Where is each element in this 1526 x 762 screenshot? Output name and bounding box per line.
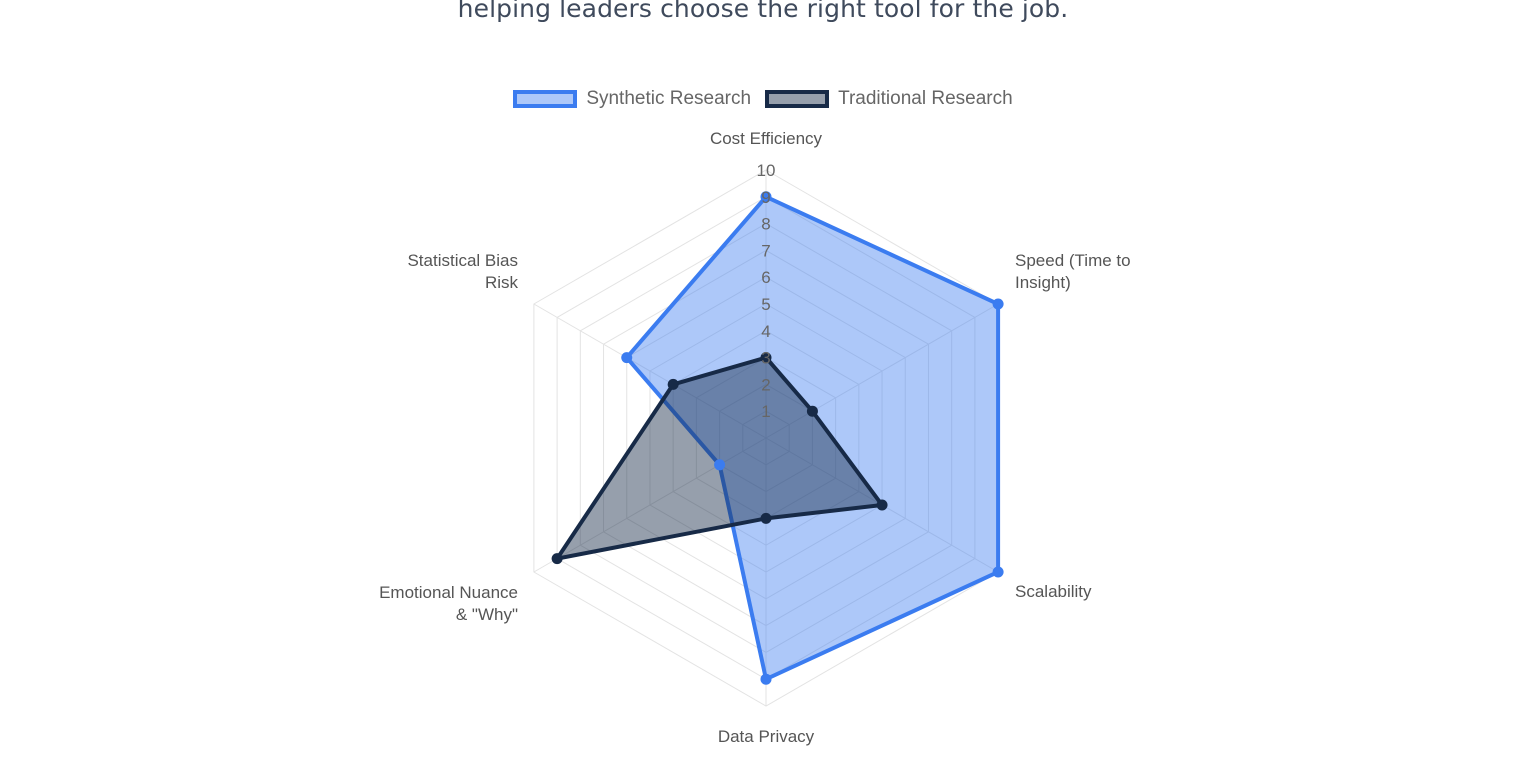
tick-label-10: 10 <box>757 161 776 180</box>
data-point-1-5[interactable] <box>667 378 679 390</box>
data-point-1-0[interactable] <box>760 352 772 364</box>
tick-label-1: 1 <box>761 402 770 421</box>
data-point-0-1[interactable] <box>992 298 1004 310</box>
tick-label-3: 3 <box>761 349 770 368</box>
axis-label-data-privacy: Data Privacy <box>656 726 876 748</box>
legend-swatch-synthetic-research <box>513 90 578 108</box>
axis-label-scalability-line-0: Scalability <box>1015 582 1092 601</box>
axis-label-speed-line-0: Speed (Time to <box>1015 251 1131 270</box>
axis-label-cost-efficiency: Cost Efficiency <box>656 128 876 150</box>
axis-label-speed: Speed (Time to Insight) <box>1015 250 1235 294</box>
data-point-0-5[interactable] <box>621 352 633 364</box>
section-subtitle: helping leaders choose the right tool fo… <box>457 0 1069 23</box>
axis-label-cost-efficiency-line-0: Cost Efficiency <box>709 129 823 148</box>
axis-label-statistical-bias-risk: Statistical Bias Risk <box>298 250 518 294</box>
data-point-1-3[interactable] <box>760 512 772 524</box>
legend-label-synthetic-research: Synthetic Research <box>586 88 752 109</box>
axis-spoke-4 <box>533 437 767 573</box>
data-point-0-2[interactable] <box>992 566 1004 578</box>
tick-label-5: 5 <box>761 295 770 314</box>
legend-label-traditional-research: Traditional Research <box>838 88 1013 109</box>
data-point-1-4[interactable] <box>551 553 563 565</box>
tick-label-8: 8 <box>761 215 770 234</box>
legend-item-traditional-research[interactable]: Traditional Research <box>765 88 1013 110</box>
axis-label-statistical-bias-risk-line-0: Statistical Bias <box>407 251 518 270</box>
axis-label-emotional-nuance-line-0: Emotional Nuance <box>379 583 518 602</box>
chart-legend: Synthetic Research Traditional Research <box>0 88 1526 110</box>
tick-label-4: 4 <box>761 322 770 341</box>
axis-label-speed-line-1: Insight) <box>1015 273 1071 292</box>
axis-spoke-1 <box>765 303 999 439</box>
axis-label-scalability: Scalability <box>1015 581 1235 603</box>
tick-label-6: 6 <box>761 268 770 287</box>
axis-label-data-privacy-line-0: Data Privacy <box>717 727 815 746</box>
legend-swatch-traditional-research <box>765 90 830 108</box>
axis-label-statistical-bias-risk-line-1: Risk <box>484 273 518 292</box>
data-point-0-3[interactable] <box>760 673 772 685</box>
tick-label-7: 7 <box>761 241 770 260</box>
axis-spoke-5 <box>533 303 767 439</box>
data-point-0-4[interactable] <box>714 459 726 471</box>
axis-label-emotional-nuance-line-1: & "Why" <box>455 605 518 624</box>
legend-item-synthetic-research[interactable]: Synthetic Research <box>513 88 751 110</box>
data-point-1-1[interactable] <box>806 405 818 417</box>
tick-label-2: 2 <box>761 375 770 394</box>
data-point-0-0[interactable] <box>760 191 772 203</box>
axis-label-emotional-nuance: Emotional Nuance & "Why" <box>298 582 518 626</box>
tick-label-9: 9 <box>761 188 770 207</box>
data-point-1-2[interactable] <box>876 499 888 511</box>
